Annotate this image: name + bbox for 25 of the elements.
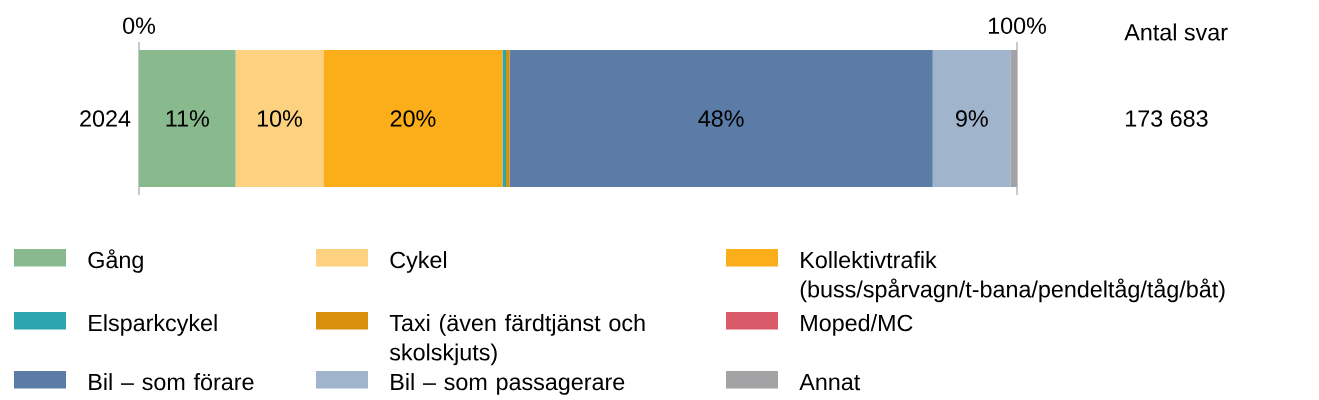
data-label: 48% bbox=[698, 110, 744, 127]
legend-label: Cykel bbox=[390, 251, 447, 273]
bar bbox=[139, 50, 236, 187]
data-label: 9% bbox=[956, 110, 988, 127]
legend-label: Bil – som passagerare bbox=[391, 373, 625, 395]
bar bbox=[323, 50, 503, 187]
legend-label: Kollektivtrafik (buss/spårvagn/t-bana/pendeltåg/tåg/båt) bbox=[800, 251, 1225, 303]
data-label: 11% bbox=[166, 110, 209, 127]
bar bbox=[235, 50, 324, 187]
x-tick-label: 0% bbox=[123, 17, 156, 34]
bar bbox=[509, 50, 933, 187]
legend-label: Moped/MC bbox=[801, 314, 913, 336]
data-label: 10% bbox=[257, 110, 303, 127]
text: 173 683 bbox=[1126, 110, 1208, 127]
text: Antal svar bbox=[1124, 23, 1228, 41]
legend-label: Taxi (även färdtjänst och skolskjuts) bbox=[389, 314, 645, 366]
legend-label: Annat bbox=[799, 373, 861, 391]
legend-label: Bil – som förare bbox=[89, 373, 254, 391]
bar bbox=[932, 50, 1011, 187]
x-tick-label: 100% bbox=[988, 17, 1047, 34]
data-label: 20% bbox=[390, 110, 436, 127]
y-tick-label: 2024 bbox=[80, 110, 131, 127]
legend-label: Elsparkcykel bbox=[89, 314, 217, 336]
bar bbox=[506, 50, 510, 187]
legend-label: Gång bbox=[88, 249, 143, 273]
